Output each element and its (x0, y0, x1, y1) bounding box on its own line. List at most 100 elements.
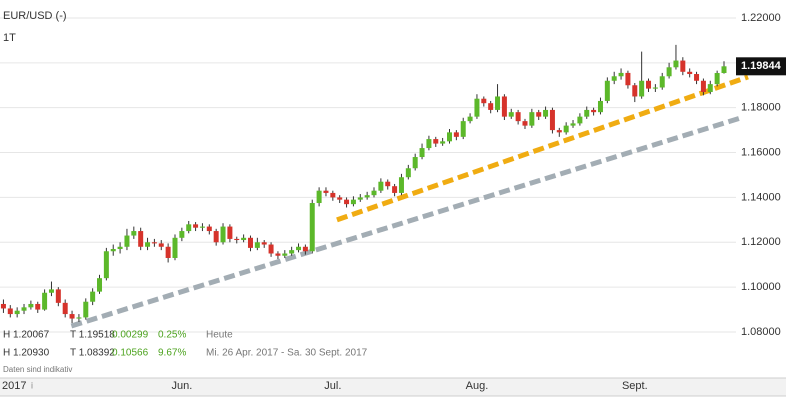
candle-body (124, 235, 130, 247)
candle-body (467, 116, 473, 122)
candle-body (364, 195, 370, 198)
candle-body (220, 226, 226, 243)
candle-body (261, 242, 267, 245)
candle-body (385, 181, 391, 187)
candle-body (563, 125, 569, 133)
candle-body (241, 237, 247, 241)
info-change: 0.00299 (112, 330, 149, 341)
candle-body (549, 109, 555, 131)
candle-body (69, 314, 75, 319)
candle-body (62, 302, 68, 315)
y-tick-label: 1.10000 (741, 281, 781, 293)
candle-body (138, 231, 144, 247)
candle-body (199, 226, 205, 228)
candle-body (611, 76, 617, 81)
candle-body (316, 190, 322, 204)
candle-body (501, 96, 507, 117)
candle-body (275, 253, 281, 256)
candle-body (296, 246, 302, 251)
candle-body (460, 121, 466, 137)
info-change: 0.10566 (112, 348, 149, 359)
candle-body (405, 168, 411, 178)
candle-body (117, 246, 123, 250)
candle-body (83, 301, 89, 318)
candle-body (714, 73, 720, 85)
x-axis-band (0, 378, 786, 396)
candle-body (543, 109, 549, 117)
candle-body (536, 112, 542, 117)
candle-body (446, 132, 452, 142)
candle-body (625, 72, 631, 86)
info-percent: 0.25% (158, 330, 186, 341)
candle-body (193, 224, 199, 228)
y-tick-label: 1.18000 (741, 102, 781, 114)
x-tick-label: Jun. (171, 380, 192, 392)
info-percent: 9.67% (158, 348, 186, 359)
candle-body (76, 317, 82, 319)
candle-body (515, 112, 521, 122)
last-price-label: 1.19844 (741, 60, 782, 72)
candle-body (35, 303, 41, 310)
candle-body (344, 199, 350, 205)
x-tick-label: 2017 (2, 380, 26, 392)
candle-body (145, 242, 151, 247)
y-tick-label: 1.08000 (741, 326, 781, 338)
candle-body (48, 289, 54, 293)
y-tick-label: 1.14000 (741, 191, 781, 203)
candle-body (433, 139, 439, 144)
candle-body (309, 203, 315, 252)
info-high: H 1.20930 (3, 348, 50, 359)
candle-body (597, 100, 603, 113)
last-price-tag (736, 57, 786, 76)
candle-body (371, 190, 377, 196)
candle-body (673, 60, 679, 68)
x-tick-label: Sept. (622, 380, 648, 392)
candle-body (687, 71, 693, 75)
candle-body (488, 103, 494, 110)
candle-body (289, 250, 295, 254)
candle-body (522, 121, 528, 126)
candle-body (666, 67, 672, 77)
candle-body (721, 66, 727, 74)
candles (0, 44, 727, 324)
candle-body (337, 197, 343, 200)
candle-body (652, 87, 658, 89)
candle-body (330, 192, 336, 198)
candle-body (165, 246, 171, 258)
candle-body (556, 130, 562, 133)
candle-body (646, 80, 652, 89)
candle-body (7, 308, 13, 315)
candle-body (474, 98, 480, 117)
candle-body (357, 197, 363, 200)
y-tick-label: 1.16000 (741, 146, 781, 158)
info-low: T 1.19518 (70, 330, 115, 341)
candle-body (247, 237, 253, 248)
candle-body (591, 109, 597, 113)
candle-body (172, 237, 178, 258)
candle-body (426, 139, 432, 149)
info-period: Heute (206, 330, 233, 341)
x-tick-label: Jul. (324, 380, 341, 392)
candle-body (481, 98, 487, 104)
candle-body (14, 310, 20, 315)
candle-body (268, 244, 274, 254)
candle-body (529, 112, 535, 126)
candle-body (707, 84, 713, 92)
candle-body (694, 74, 700, 81)
info-period: Mi. 26 Apr. 2017 - Sa. 30 Sept. 2017 (206, 348, 368, 359)
candle-body (131, 231, 137, 236)
interval: 1T (3, 32, 16, 44)
candle-body (453, 132, 459, 137)
candle-body (97, 278, 103, 292)
candle-body (186, 224, 192, 232)
candle-body (604, 80, 610, 101)
candle-body (398, 177, 404, 193)
candle-body (350, 199, 356, 205)
candle-body (103, 251, 109, 279)
candle-body (213, 231, 219, 243)
candle-body (179, 231, 185, 238)
candle-body (282, 253, 288, 256)
candle-body (618, 72, 624, 77)
candle-body (577, 116, 583, 124)
